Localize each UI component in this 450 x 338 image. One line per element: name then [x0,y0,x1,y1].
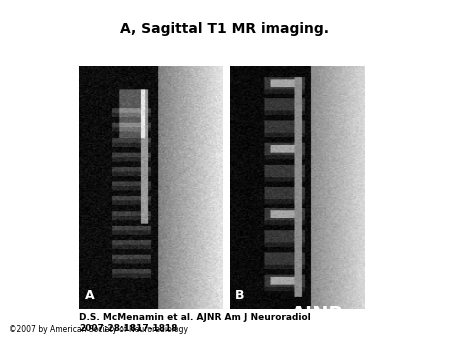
Text: D.S. McMenamin et al. AJNR Am J Neuroradiol
2007;28:1817-1818: D.S. McMenamin et al. AJNR Am J Neurorad… [79,313,310,332]
Text: A: A [85,289,94,302]
Text: B: B [235,289,244,302]
Text: ©2007 by American Society of Neuroradiology: ©2007 by American Society of Neuroradiol… [9,325,188,334]
Text: AMERICAN JOURNAL OF NEURORADIOLOGY: AMERICAN JOURNAL OF NEURORADIOLOGY [265,327,370,331]
Text: A, Sagittal T1 MR imaging.: A, Sagittal T1 MR imaging. [121,22,329,36]
Text: AJNR: AJNR [291,305,344,324]
